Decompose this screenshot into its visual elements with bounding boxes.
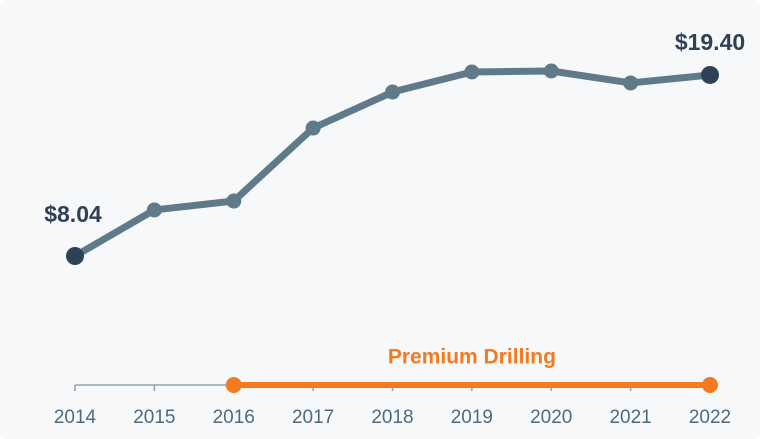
point — [701, 65, 719, 84]
x-tick-label: 2017 — [292, 407, 334, 428]
point — [385, 84, 400, 100]
annotation-start — [225, 377, 242, 393]
point — [146, 202, 162, 218]
x-tick-label: 2020 — [530, 407, 572, 428]
x-tick-label: 2018 — [371, 407, 413, 428]
point — [305, 120, 321, 136]
point — [66, 247, 84, 265]
x-tick-label: 2015 — [133, 407, 175, 428]
data-label: $19.40 — [675, 29, 745, 55]
x-tick-label: 2019 — [451, 407, 493, 428]
point — [464, 64, 480, 80]
x-tick-label: 2021 — [609, 407, 651, 428]
data-label: $8.04 — [44, 201, 102, 227]
point — [226, 193, 242, 209]
point — [623, 75, 639, 91]
annotation-end — [702, 377, 718, 393]
x-tick-label: 2014 — [54, 407, 97, 428]
x-tick-label: 2016 — [213, 407, 255, 428]
annotation-label: Premium Drilling — [388, 346, 556, 369]
point — [543, 63, 559, 79]
x-tick-label: 2022 — [689, 407, 731, 428]
